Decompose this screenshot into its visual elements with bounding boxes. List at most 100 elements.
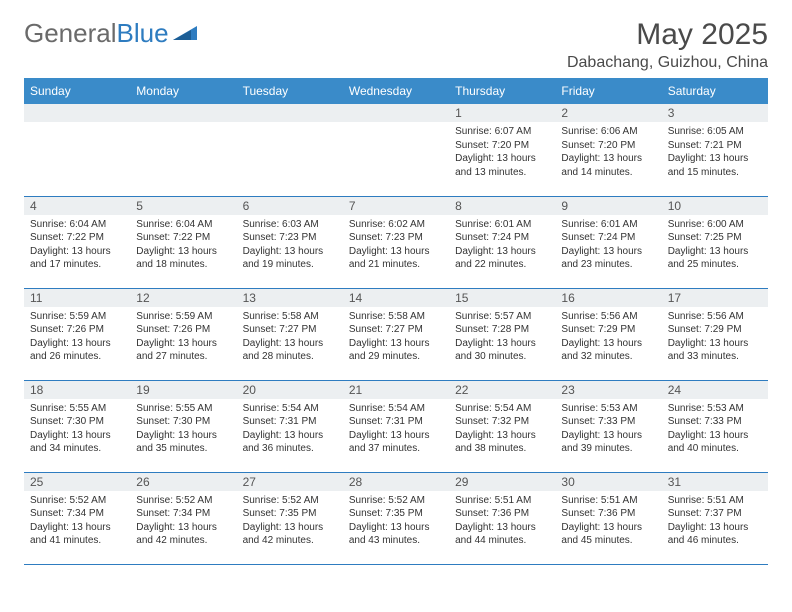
day-details: Sunrise: 6:03 AMSunset: 7:23 PMDaylight:… xyxy=(237,215,343,276)
day-number: 28 xyxy=(343,473,449,491)
day-details: Sunrise: 5:58 AMSunset: 7:27 PMDaylight:… xyxy=(343,307,449,368)
daylight-line: Daylight: 13 hours and 42 minutes. xyxy=(243,521,337,548)
calendar-day: 30Sunrise: 5:51 AMSunset: 7:36 PMDayligh… xyxy=(555,472,661,564)
sunrise-line: Sunrise: 6:04 AM xyxy=(136,218,230,232)
calendar-day: 26 Sunrise: 5:52 AMSunset: 7:34 PMDayligh… xyxy=(130,472,236,564)
day-number: 3 xyxy=(662,104,768,122)
daylight-line: Daylight: 13 hours and 40 minutes. xyxy=(668,429,762,456)
daylight-line: Daylight: 13 hours and 23 minutes. xyxy=(561,245,655,272)
daylight-line: Daylight: 13 hours and 25 minutes. xyxy=(668,245,762,272)
calendar-week: 25Sunrise: 5:52 AMSunset: 7:34 PMDayligh… xyxy=(24,472,768,564)
day-details: Sunrise: 5:51 AMSunset: 7:36 PMDaylight:… xyxy=(449,491,555,552)
day-number xyxy=(343,104,449,122)
sunrise-line: Sunrise: 5:58 AM xyxy=(243,310,337,324)
day-details: Sunrise: 5:52 AMSunset: 7:35 PMDaylight:… xyxy=(343,491,449,552)
sunset-line: Sunset: 7:23 PM xyxy=(349,231,443,245)
daylight-line: Daylight: 13 hours and 21 minutes. xyxy=(349,245,443,272)
calendar-head: SundayMondayTuesdayWednesdayThursdayFrid… xyxy=(24,78,768,104)
daylight-line: Daylight: 13 hours and 27 minutes. xyxy=(136,337,230,364)
calendar-week: 1Sunrise: 6:07 AMSunset: 7:20 PMDaylight… xyxy=(24,104,768,196)
day-number: 10 xyxy=(662,197,768,215)
day-number: 1 xyxy=(449,104,555,122)
calendar-week: 11Sunrise: 5:59 AMSunset: 7:26 PMDayligh… xyxy=(24,288,768,380)
day-number: 22 xyxy=(449,381,555,399)
sunset-line: Sunset: 7:36 PM xyxy=(455,507,549,521)
day-number: 24 xyxy=(662,381,768,399)
day-number: 8 xyxy=(449,197,555,215)
sunrise-line: Sunrise: 5:53 AM xyxy=(561,402,655,416)
sunrise-line: Sunrise: 5:52 AM xyxy=(136,494,230,508)
day-number: 13 xyxy=(237,289,343,307)
day-details: Sunrise: 6:02 AMSunset: 7:23 PMDaylight:… xyxy=(343,215,449,276)
day-details: Sunrise: 6:01 AMSunset: 7:24 PMDaylight:… xyxy=(449,215,555,276)
day-details: Sunrise: 6:05 AMSunset: 7:21 PMDaylight:… xyxy=(662,122,768,183)
calendar-day: 13Sunrise: 5:58 AMSunset: 7:27 PMDayligh… xyxy=(237,288,343,380)
calendar-day: 8Sunrise: 6:01 AMSunset: 7:24 PMDaylight… xyxy=(449,196,555,288)
day-details: Sunrise: 6:01 AMSunset: 7:24 PMDaylight:… xyxy=(555,215,661,276)
day-details: Sunrise: 5:59 AMSunset: 7:26 PMDaylight:… xyxy=(130,307,236,368)
day-number: 26 xyxy=(130,473,236,491)
sunset-line: Sunset: 7:29 PM xyxy=(668,323,762,337)
daylight-line: Daylight: 13 hours and 41 minutes. xyxy=(30,521,124,548)
daylight-line: Daylight: 13 hours and 46 minutes. xyxy=(668,521,762,548)
day-number: 11 xyxy=(24,289,130,307)
daylight-line: Daylight: 13 hours and 36 minutes. xyxy=(243,429,337,456)
sunset-line: Sunset: 7:21 PM xyxy=(668,139,762,153)
sunrise-line: Sunrise: 5:52 AM xyxy=(30,494,124,508)
calendar-day: 11Sunrise: 5:59 AMSunset: 7:26 PMDayligh… xyxy=(24,288,130,380)
daylight-line: Daylight: 13 hours and 28 minutes. xyxy=(243,337,337,364)
sunset-line: Sunset: 7:35 PM xyxy=(349,507,443,521)
sunset-line: Sunset: 7:22 PM xyxy=(30,231,124,245)
title-block: May 2025 Dabachang, Guizhou, China xyxy=(567,18,768,72)
day-number: 15 xyxy=(449,289,555,307)
day-number: 17 xyxy=(662,289,768,307)
sunset-line: Sunset: 7:25 PM xyxy=(668,231,762,245)
location-text: Dabachang, Guizhou, China xyxy=(567,54,768,72)
sunset-line: Sunset: 7:27 PM xyxy=(243,323,337,337)
day-number: 12 xyxy=(130,289,236,307)
sunrise-line: Sunrise: 5:54 AM xyxy=(455,402,549,416)
sunset-line: Sunset: 7:31 PM xyxy=(243,415,337,429)
day-number: 2 xyxy=(555,104,661,122)
sunrise-line: Sunrise: 5:51 AM xyxy=(561,494,655,508)
sunset-line: Sunset: 7:31 PM xyxy=(349,415,443,429)
weekday-row: SundayMondayTuesdayWednesdayThursdayFrid… xyxy=(24,78,768,104)
sunset-line: Sunset: 7:33 PM xyxy=(561,415,655,429)
sunset-line: Sunset: 7:34 PM xyxy=(136,507,230,521)
day-details: Sunrise: 5:53 AMSunset: 7:33 PMDaylight:… xyxy=(662,399,768,460)
calendar-day-empty xyxy=(237,104,343,196)
daylight-line: Daylight: 13 hours and 35 minutes. xyxy=(136,429,230,456)
day-details: Sunrise: 5:55 AMSunset: 7:30 PMDaylight:… xyxy=(24,399,130,460)
day-number: 21 xyxy=(343,381,449,399)
day-number xyxy=(24,104,130,122)
calendar-day: 17Sunrise: 5:56 AMSunset: 7:29 PMDayligh… xyxy=(662,288,768,380)
calendar-day: 7Sunrise: 6:02 AMSunset: 7:23 PMDaylight… xyxy=(343,196,449,288)
day-details: Sunrise: 5:58 AMSunset: 7:27 PMDaylight:… xyxy=(237,307,343,368)
calendar-body: 1Sunrise: 6:07 AMSunset: 7:20 PMDaylight… xyxy=(24,104,768,564)
day-number: 23 xyxy=(555,381,661,399)
calendar-day-empty xyxy=(130,104,236,196)
sunset-line: Sunset: 7:26 PM xyxy=(30,323,124,337)
sunrise-line: Sunrise: 5:51 AM xyxy=(455,494,549,508)
day-details: Sunrise: 6:04 AMSunset: 7:22 PMDaylight:… xyxy=(24,215,130,276)
day-details: Sunrise: 5:57 AMSunset: 7:28 PMDaylight:… xyxy=(449,307,555,368)
calendar-day: 24Sunrise: 5:53 AMSunset: 7:33 PMDayligh… xyxy=(662,380,768,472)
day-details: Sunrise: 5:54 AMSunset: 7:31 PMDaylight:… xyxy=(237,399,343,460)
calendar-day: 1Sunrise: 6:07 AMSunset: 7:20 PMDaylight… xyxy=(449,104,555,196)
calendar-day: 18Sunrise: 5:55 AMSunset: 7:30 PMDayligh… xyxy=(24,380,130,472)
daylight-line: Daylight: 13 hours and 14 minutes. xyxy=(561,152,655,179)
daylight-line: Daylight: 13 hours and 38 minutes. xyxy=(455,429,549,456)
day-number: 30 xyxy=(555,473,661,491)
day-details: Sunrise: 5:51 AMSunset: 7:37 PMDaylight:… xyxy=(662,491,768,552)
sunset-line: Sunset: 7:30 PM xyxy=(30,415,124,429)
day-details: Sunrise: 5:51 AMSunset: 7:36 PMDaylight:… xyxy=(555,491,661,552)
day-number: 27 xyxy=(237,473,343,491)
sunset-line: Sunset: 7:30 PM xyxy=(136,415,230,429)
sunrise-line: Sunrise: 6:00 AM xyxy=(668,218,762,232)
sunset-line: Sunset: 7:24 PM xyxy=(455,231,549,245)
daylight-line: Daylight: 13 hours and 33 minutes. xyxy=(668,337,762,364)
calendar-day: 31Sunrise: 5:51 AMSunset: 7:37 PMDayligh… xyxy=(662,472,768,564)
daylight-line: Daylight: 13 hours and 42 minutes. xyxy=(136,521,230,548)
weekday-header: Monday xyxy=(130,78,236,104)
day-details: Sunrise: 5:54 AMSunset: 7:32 PMDaylight:… xyxy=(449,399,555,460)
